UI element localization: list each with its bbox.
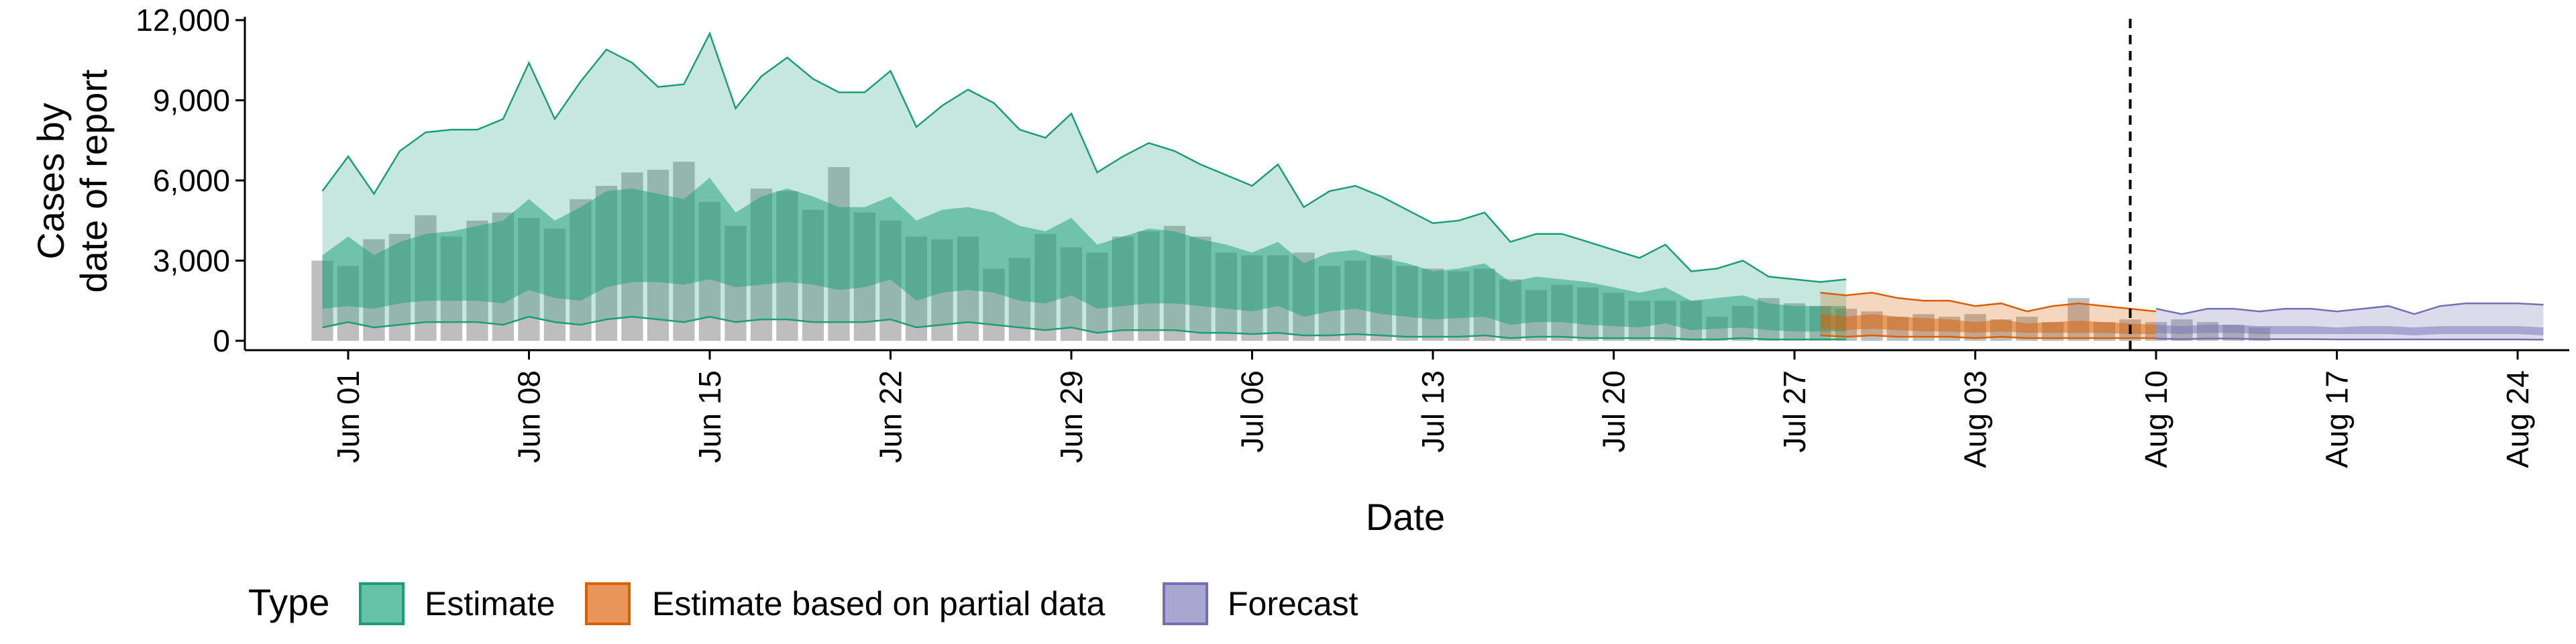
legend-key-estimate — [359, 582, 405, 625]
y-tick-label: 12,000 — [136, 3, 230, 38]
partial-data-estimate-upper-bound-line — [1820, 292, 2157, 313]
y-axis-title-line-2: date of report — [72, 69, 115, 293]
estimate-series — [321, 31, 1847, 341]
forecast-lower-bound-line — [2155, 337, 2544, 341]
estimate-upper-bound-line — [321, 31, 1847, 283]
x-tick-label: Aug 03 — [1958, 370, 1993, 468]
y-axis-title: Cases by date of report — [30, 69, 115, 293]
y-tick-label: 3,000 — [153, 244, 230, 278]
partial-data-estimate-50-interval — [1820, 314, 2156, 334]
y-tick-label: 9,000 — [153, 83, 230, 118]
x-tick-label: Jul 13 — [1415, 370, 1450, 453]
legend-label-forecast: Forecast — [1228, 585, 1358, 623]
x-tick-label: Aug 10 — [2139, 370, 2174, 468]
estimate-50-interval — [322, 178, 1846, 332]
y-axis-title-line-1: Cases by — [30, 103, 72, 259]
x-tick-label: Jul 20 — [1597, 370, 1631, 453]
legend-label-partial: Estimate based on partial data — [652, 585, 1106, 623]
reported-cases-bar — [2068, 298, 2090, 341]
legend-key-forecast — [1163, 582, 1208, 625]
legend-label-estimate: Estimate — [425, 585, 555, 623]
forecast-series — [2155, 302, 2544, 341]
x-tick-label: Jun 29 — [1054, 370, 1089, 463]
partial-data-estimate-lower-bound-line — [1820, 334, 2156, 339]
partial-data-estimate-series — [1820, 292, 2157, 339]
y-tick-label: 0 — [213, 323, 230, 358]
legend-key-partial — [585, 582, 631, 625]
forecast-upper-bound-line — [2155, 302, 2544, 315]
estimate-lower-bound-line — [322, 315, 1846, 341]
x-tick-label: Aug 17 — [2320, 370, 2355, 468]
forecast-50-interval — [2156, 325, 2544, 335]
x-tick-label: Aug 24 — [2500, 370, 2535, 468]
plot-area — [311, 19, 2544, 350]
x-tick-label: Jun 01 — [331, 370, 366, 463]
x-tick-label: Jul 06 — [1235, 370, 1270, 453]
x-tick-label: Jun 22 — [873, 370, 908, 463]
legend: Type Estimate Estimate based on partial … — [248, 581, 1358, 625]
x-tick-label: Jun 15 — [692, 370, 727, 463]
x-axis-title: Date — [1366, 496, 1445, 538]
y-tick-label: 6,000 — [153, 163, 230, 198]
x-tick-label: Jul 27 — [1777, 370, 1812, 453]
legend-title: Type — [248, 581, 329, 623]
y-axis: 0 3,000 6,000 9,000 12,000 — [136, 3, 246, 358]
x-axis: Jun 01 Jun 08 Jun 15 Jun 22 Jun 29 Jul 06 Jul … — [245, 349, 2569, 468]
x-tick-label: Jun 08 — [512, 370, 547, 463]
